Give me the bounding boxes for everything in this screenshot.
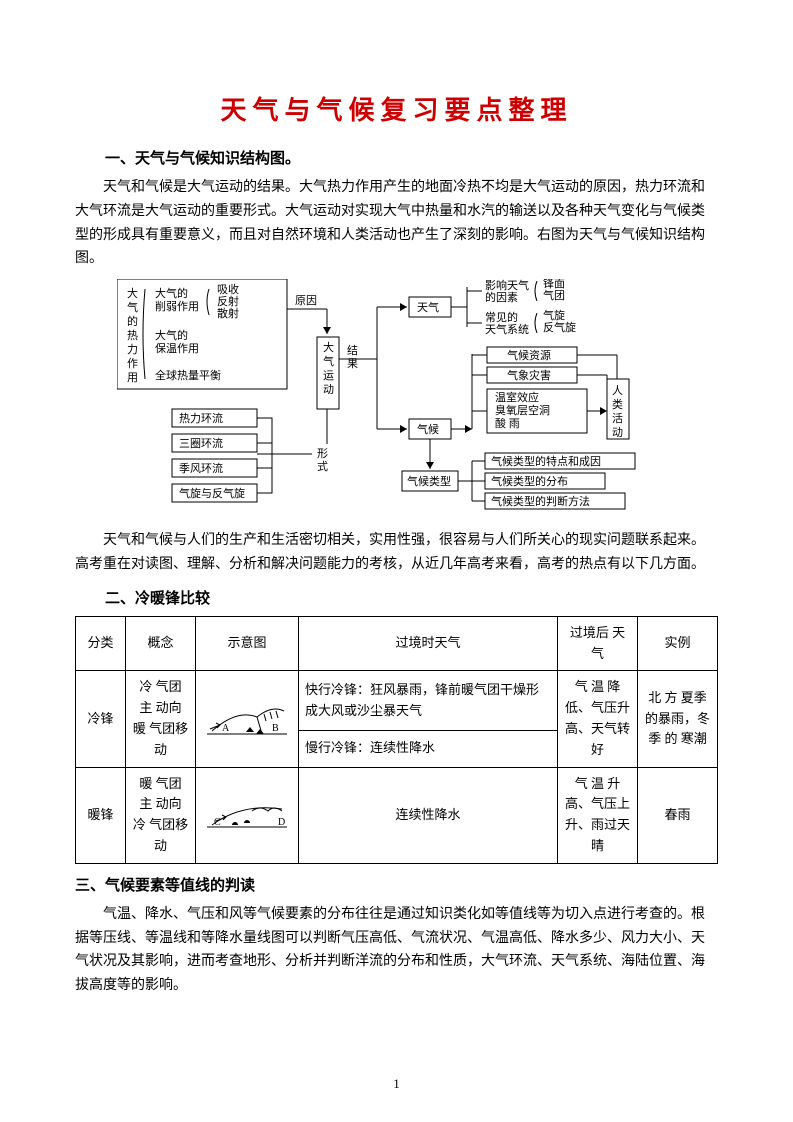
warm-front-icon: C D [202, 795, 292, 835]
d-inner2: 吸收反射散射 [217, 282, 239, 320]
d-circ2: 三圈环流 [179, 436, 223, 450]
d-cr1: 气候资源 [507, 348, 551, 362]
cold-schematic: A B [196, 671, 299, 767]
d-form: 形式 [317, 447, 328, 473]
cold-weather2: 慢行冷锋：连续性降水 [299, 730, 558, 767]
page-number: 1 [0, 1076, 793, 1092]
section3-para: 气温、降水、气压和风等气候要素的分布往往是通过知识类化如等值线等为切入点进行考查… [75, 903, 718, 998]
d-wr2: 锋面气团 [543, 279, 565, 302]
table-row: 冷锋 冷 气团 主 动向 暖 气团移动 A B 快行冷锋：狂风暴雨，锋前暖气团干… [76, 671, 718, 730]
cold-example: 北 方 夏季的暴雨，冬 季 的 寒潮 [638, 671, 718, 767]
d-movement: 大气运动 [323, 340, 334, 396]
d-cause: 原因 [295, 294, 317, 307]
svg-text:B: B [272, 723, 279, 734]
d-circ3: 季风环流 [179, 461, 223, 475]
th-example: 实例 [638, 616, 718, 671]
warm-concept: 暖 气团 主 动向 冷 气团移动 [126, 767, 196, 863]
d-ct2: 气候类型的分布 [491, 474, 568, 488]
th-schematic: 示意图 [196, 616, 299, 671]
cold-concept: 冷 气团 主 动向 暖 气团移动 [126, 671, 196, 767]
d-ct1: 气候类型的特点和成因 [491, 454, 601, 468]
warm-after: 气 温 升高、气压上升、雨过天晴 [558, 767, 638, 863]
knowledge-structure-diagram: 大气的热力作用 大气的削弱作用 吸收反射散射 大气的保温作用 全球热量平衡 原因… [75, 279, 718, 519]
d-circ4: 气旋与反气旋 [179, 486, 245, 500]
th-during: 过境时天气 [299, 616, 558, 671]
d-inner-bot: 全球热量平衡 [155, 368, 221, 382]
d-wr1: 影响天气的因素 [485, 279, 529, 304]
warm-example: 春雨 [638, 767, 718, 863]
section1b-para: 天气和气候与人们的生产和生活密切相关，实用性强，很容易与人们所关心的现实问题联系… [75, 529, 718, 577]
svg-text:C: C [214, 817, 221, 828]
cold-front-icon: A B [202, 699, 292, 739]
table-header-row: 分类 概念 示意图 过境时天气 过境后 天气 实例 [76, 616, 718, 671]
section1-heading: 一、天气与气候知识结构图。 [105, 147, 718, 168]
svg-text:A: A [222, 723, 230, 734]
page-title: 天气与气候复习要点整理 [75, 90, 718, 127]
section1-para1: 天气和气候是大气运动的结果。大气热力作用产生的地面冷热不均是大气运动的原因，热力… [75, 176, 718, 271]
d-inner1: 大气的削弱作用 [155, 286, 199, 313]
d-wr4: 气旋反气旋 [543, 308, 576, 334]
table-row: 暖锋 暖 气团 主 动向 冷 气团移动 C D 连续性降水 气 温 升高、气压上… [76, 767, 718, 863]
warm-type: 暖锋 [76, 767, 126, 863]
d-human: 人类活动 [612, 384, 623, 439]
cold-after: 气 温 降低、气压升高、天气转好 [558, 671, 638, 767]
d-result: 结果 [347, 344, 358, 370]
d-wr3: 常见的天气系统 [485, 310, 529, 336]
warm-weather: 连续性降水 [299, 767, 558, 863]
d-left-vertical: 大气的热力作用 [127, 286, 138, 384]
svg-text:D: D [278, 817, 285, 828]
front-comparison-table: 分类 概念 示意图 过境时天气 过境后 天气 实例 冷锋 冷 气团 主 动向 暖… [75, 616, 718, 864]
d-climate: 气候 [417, 422, 439, 436]
d-cr3: 温室效应臭氧层空洞酸 雨 [495, 390, 550, 430]
d-weather: 天气 [417, 300, 439, 314]
d-circ1: 热力环流 [179, 411, 223, 425]
d-cr2: 气象灾害 [507, 368, 551, 382]
d-inner-mid: 大气的保温作用 [155, 328, 199, 355]
section3-heading: 三、气候要素等值线的判读 [75, 874, 718, 895]
warm-schematic: C D [196, 767, 299, 863]
d-ct3: 气候类型的判断方法 [491, 494, 590, 508]
th-concept: 概念 [126, 616, 196, 671]
th-after: 过境后 天气 [558, 616, 638, 671]
cold-weather1: 快行冷锋：狂风暴雨，锋前暖气团干燥形成大风或沙尘暴天气 [299, 671, 558, 730]
d-climatetype: 气候类型 [407, 474, 451, 488]
th-type: 分类 [76, 616, 126, 671]
cold-type: 冷锋 [76, 671, 126, 767]
section2-heading: 二、冷暖锋比较 [105, 587, 718, 608]
